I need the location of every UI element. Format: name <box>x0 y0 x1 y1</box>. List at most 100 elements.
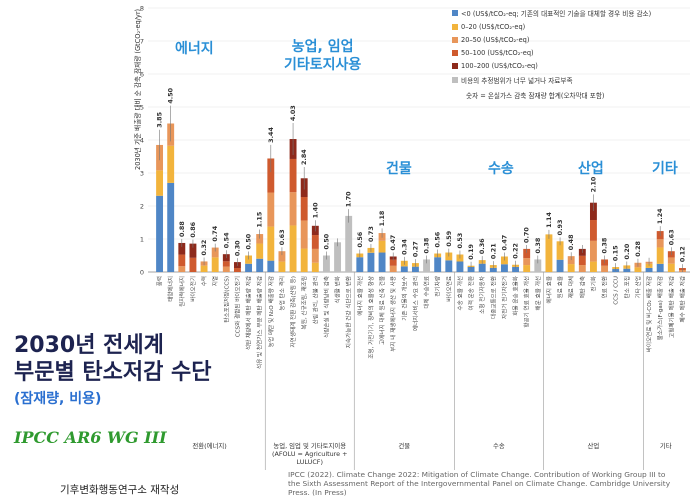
bar-segment <box>267 226 275 261</box>
value-label: 0.15 <box>612 245 620 261</box>
bar-segment <box>167 145 175 183</box>
value-label: 0.88 <box>178 221 186 237</box>
bar-segment <box>222 266 230 272</box>
bar-segment <box>378 240 386 253</box>
bar <box>267 144 275 272</box>
bar <box>178 239 186 272</box>
bar-segment <box>656 239 664 248</box>
x-tick-label: 석유 및 천연가스 부문 메탄 배출량 저감 <box>256 276 264 369</box>
x-tick-label: 바이오전기 <box>189 276 197 302</box>
bar-segment <box>589 202 597 221</box>
bar-segment <box>256 258 264 272</box>
y-tick-label: 3 <box>140 170 144 178</box>
value-label: 0.53 <box>456 233 464 249</box>
bar-segment <box>311 262 319 272</box>
legend-label: 50–100 (US$/tCO₂-eq) <box>461 49 534 57</box>
bar-segment <box>289 158 297 193</box>
bar-segment <box>645 267 653 272</box>
legend-item: 20–50 (US$/tCO₂-eq) <box>452 36 651 44</box>
x-tick-label: 원료 효율 <box>556 276 564 298</box>
bar-segment <box>512 266 520 272</box>
legend-item: 0–20 (US$/tCO₂-eq) <box>452 23 651 31</box>
x-tick-label: 수력 <box>200 276 208 286</box>
legend-swatch <box>452 50 458 56</box>
bar-segment <box>589 261 597 272</box>
bar <box>200 257 208 272</box>
value-label: 0.32 <box>200 240 208 256</box>
bar <box>445 248 453 272</box>
bar <box>245 251 253 272</box>
x-tick-label: CCS와 결합된 바이오전기 <box>233 276 241 337</box>
sector-bottom-label: 기타 <box>660 441 672 450</box>
x-tick-label: 대체 수송연료 <box>423 276 431 309</box>
legend: <0 (US$/tCO₂-eq; 기존의 대표적인 기술을 대체할 경우 비용 … <box>452 8 651 100</box>
bar <box>411 259 419 272</box>
sector-bottom-label: 건물 <box>398 441 410 450</box>
bar <box>278 247 286 272</box>
value-label: 0.70 <box>523 227 531 243</box>
x-tick-label: 식생활 변화 <box>334 276 342 304</box>
bar <box>389 252 397 272</box>
value-label: 0.22 <box>512 243 520 259</box>
x-tick-labels: 풍력 태양에너지 원자력에너지 바이오전기 수력 지열 탄소포집저장(CCS) CCS와 결합… <box>156 276 687 369</box>
bar-segment <box>589 240 597 262</box>
bar-segment <box>300 248 308 272</box>
bar-segment <box>178 242 186 255</box>
bar-segment <box>478 263 486 272</box>
bar <box>678 264 686 272</box>
sector-bottom-labels: 전환(에너지) 농업, 임업 및 기타토지이용(AFOLU = Agricultu… <box>192 441 671 466</box>
value-labels: 3.854.500.88 0.860.320.74 0.540.30 0.501.15… <box>156 87 687 262</box>
sector-bottom-label: 농업, 임업 및 기타토지이용 <box>273 441 346 450</box>
bar-segment <box>378 252 386 272</box>
bar-segment <box>300 197 308 221</box>
legend-swatch <box>452 24 458 30</box>
bar <box>489 261 497 272</box>
grid-lines <box>148 7 690 273</box>
value-label: 0.12 <box>678 246 686 262</box>
legend-item: 100–200 (US$/tCO₂-eq) <box>452 62 651 70</box>
legend-item: 비용의 추정범위가 너무 넓거나 자료부족 <box>452 75 651 85</box>
bar-segment <box>389 259 397 266</box>
bar-segment <box>400 266 408 272</box>
x-tick-label: 에너지 효율 <box>545 276 553 304</box>
x-tick-label: 재료 대체 <box>567 276 575 298</box>
value-label: 1.15 <box>256 212 264 228</box>
x-tick-label: 메탄 감축 <box>578 276 586 298</box>
bar <box>645 257 653 272</box>
bar-segment <box>233 268 241 272</box>
value-label: 0.86 <box>189 221 197 237</box>
x-tick-label: 불소가스(F-gas) 배출 저감 <box>656 276 664 340</box>
value-label: 0.54 <box>222 232 230 248</box>
x-tick-label: 해운 효율 개선 <box>534 276 542 310</box>
bar-segment <box>167 182 175 272</box>
value-label: 0.93 <box>556 220 564 236</box>
legend-label: 비용의 추정범위가 너무 넓거나 자료부족 <box>461 77 573 85</box>
value-label: 1.40 <box>311 202 319 218</box>
legend-swatch <box>452 63 458 69</box>
x-tick-label: 원자력에너지 <box>178 276 186 307</box>
bar-segment <box>278 261 286 272</box>
citation: IPCC (2022). Climate Change 2022: Mitiga… <box>288 470 671 497</box>
bar-segment <box>667 257 675 264</box>
x-tick-label: 대중교통으로 전환 <box>489 276 497 319</box>
y-tick-label: 4 <box>140 137 144 145</box>
bar <box>322 251 330 272</box>
sector-heading-industry: 산업 <box>578 161 604 177</box>
x-tick-label: 식량손실 및 식량낭비 감축 <box>322 276 330 338</box>
legend-label: 100–200 (US$/tCO₂-eq) <box>461 62 538 70</box>
x-tick-label: 부지 내 재생에너지 생산 및 사용 <box>389 276 397 352</box>
value-label: 0.47 <box>389 235 397 251</box>
bar-segment <box>645 263 653 268</box>
bar <box>233 258 241 272</box>
sector-heading-other: 기타 <box>652 161 678 177</box>
bar <box>356 249 364 272</box>
value-label: 1.70 <box>345 191 353 207</box>
bar-segment <box>289 192 297 226</box>
x-tick-label: CCS / CCU <box>614 276 620 305</box>
legend-note: 숫자 = 온실가스 감축 잠재량 합계(오차막대 포함) <box>466 92 605 100</box>
bar <box>300 167 308 272</box>
value-label: 0.47 <box>500 235 508 251</box>
x-tick-label: 풍력 <box>156 276 164 286</box>
legend-item: <0 (US$/tCO₂-eq; 기존의 대표적인 기술을 대체할 경우 비용 … <box>452 8 651 18</box>
bar <box>623 261 631 272</box>
